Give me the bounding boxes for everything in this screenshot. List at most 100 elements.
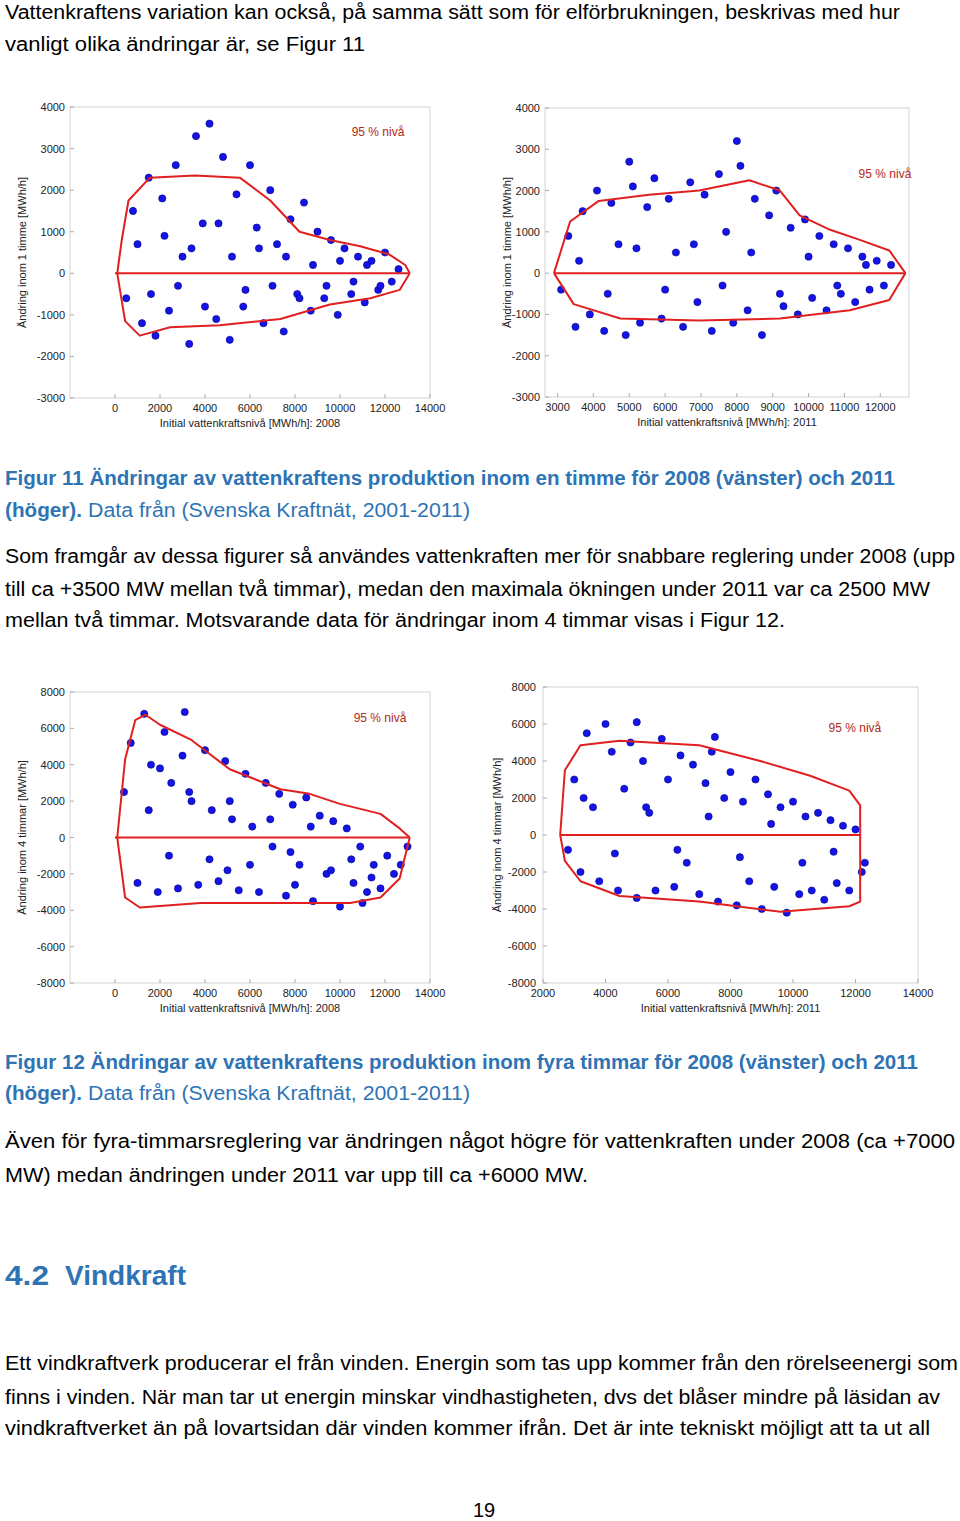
x-tick: [772, 393, 773, 397]
scatter-point: [343, 825, 350, 832]
y-tick-label: 0: [530, 829, 536, 841]
x-tick-label: 2000: [148, 402, 172, 414]
scatter-point: [215, 878, 222, 885]
y-tick: [543, 946, 547, 947]
scatter-point: [796, 891, 803, 898]
level-line: [560, 741, 860, 835]
scatter-point: [627, 739, 634, 746]
y-tick-label: 2000: [512, 792, 536, 804]
scatter-point: [199, 220, 206, 227]
scatter-point: [267, 187, 274, 194]
y-tick-label: -2000: [512, 350, 540, 362]
scatter-point: [577, 868, 584, 875]
scatter-point: [766, 212, 773, 219]
paragraph-line: Ett vindkraftverk producerar el från vin…: [5, 1352, 958, 1374]
chart: 02000400060008000100001200014000-3000-20…: [16, 101, 445, 429]
scatter-point: [159, 195, 166, 202]
scatter-point: [621, 785, 628, 792]
y-tick: [70, 764, 74, 765]
scatter-point: [246, 162, 253, 169]
scatter-point: [834, 282, 841, 289]
y-tick-label: -8000: [37, 977, 65, 989]
x-tick: [340, 979, 341, 983]
plot-marks: [115, 708, 411, 910]
level-line: [554, 273, 905, 320]
y-tick-label: -2000: [508, 866, 536, 878]
scatter-point: [665, 195, 672, 202]
scatter-point: [862, 261, 869, 268]
scatter-point: [226, 798, 233, 805]
scatter-point: [744, 307, 751, 314]
y-tick: [70, 190, 74, 191]
scatter-point: [348, 290, 355, 297]
scatter-point: [846, 887, 853, 894]
level-line: [117, 838, 410, 908]
scatter-point: [733, 137, 740, 144]
y-tick-label: 2000: [41, 795, 65, 807]
scatter-point: [282, 253, 289, 260]
scatter-point: [830, 848, 837, 855]
scatter-point: [808, 887, 815, 894]
scatter-point: [861, 859, 868, 866]
plot-frame: [543, 687, 918, 983]
scatter-point: [235, 887, 242, 894]
x-tick-label: 7000: [689, 401, 713, 413]
x-tick: [340, 394, 341, 398]
scatter-point: [622, 331, 629, 338]
scatter-point: [737, 162, 744, 169]
y-axis-title: Ändring inom 1 timme [MWh/h]: [501, 177, 513, 328]
scatter-point: [837, 290, 844, 297]
scatter-point: [226, 336, 233, 343]
x-axis-title: Initial vattenkraftsnivå [MWh/h]: 2011: [641, 1002, 821, 1014]
scatter-point: [255, 245, 262, 252]
x-tick: [808, 393, 809, 397]
y-tick: [70, 801, 74, 802]
y-tick-label: 1000: [41, 226, 65, 238]
scatter-point: [593, 187, 600, 194]
y-tick: [70, 837, 74, 838]
scatter-point: [727, 769, 734, 776]
scatter-point: [314, 228, 321, 235]
scatter-point: [715, 170, 722, 177]
x-tick: [543, 979, 544, 983]
y-tick: [70, 107, 74, 108]
y-axis-title: Ändring inom 1 timme [MWh/h]: [16, 177, 28, 328]
scatter-point: [147, 290, 154, 297]
y-tick: [543, 798, 547, 799]
scatter-point: [701, 191, 708, 198]
y-tick-label: 8000: [41, 686, 65, 698]
scatter-point: [626, 158, 633, 165]
x-tick-label: 10000: [325, 987, 356, 999]
scatter-point: [269, 282, 276, 289]
y-tick: [543, 724, 547, 725]
x-tick: [205, 979, 206, 983]
scatter-point: [677, 752, 684, 759]
x-tick: [736, 393, 737, 397]
y-tick-label: -4000: [508, 903, 536, 915]
x-tick: [730, 979, 731, 983]
scatter-point: [651, 175, 658, 182]
section-number: 4.2: [5, 1260, 49, 1291]
y-tick-label: -6000: [508, 940, 536, 952]
scatter-point: [179, 752, 186, 759]
scatter-point: [880, 282, 887, 289]
scatter-point: [816, 232, 823, 239]
level-line: [117, 715, 410, 838]
scatter-point: [165, 307, 172, 314]
y-tick-label: 3000: [41, 143, 65, 155]
scatter-point: [377, 282, 384, 289]
y-tick-label: 4000: [41, 101, 65, 113]
x-tick-label: 6000: [238, 987, 262, 999]
scatter-point: [300, 199, 307, 206]
scatter-point: [215, 220, 222, 227]
scatter-point: [195, 881, 202, 888]
scatter-point: [866, 286, 873, 293]
scatter-point: [789, 798, 796, 805]
scatter-point: [201, 303, 208, 310]
y-tick: [545, 190, 549, 191]
scatter-point: [354, 253, 361, 260]
y-tick: [70, 728, 74, 729]
scatter-point: [280, 328, 287, 335]
scatter-point: [179, 253, 186, 260]
x-tick-label: 4000: [193, 987, 217, 999]
